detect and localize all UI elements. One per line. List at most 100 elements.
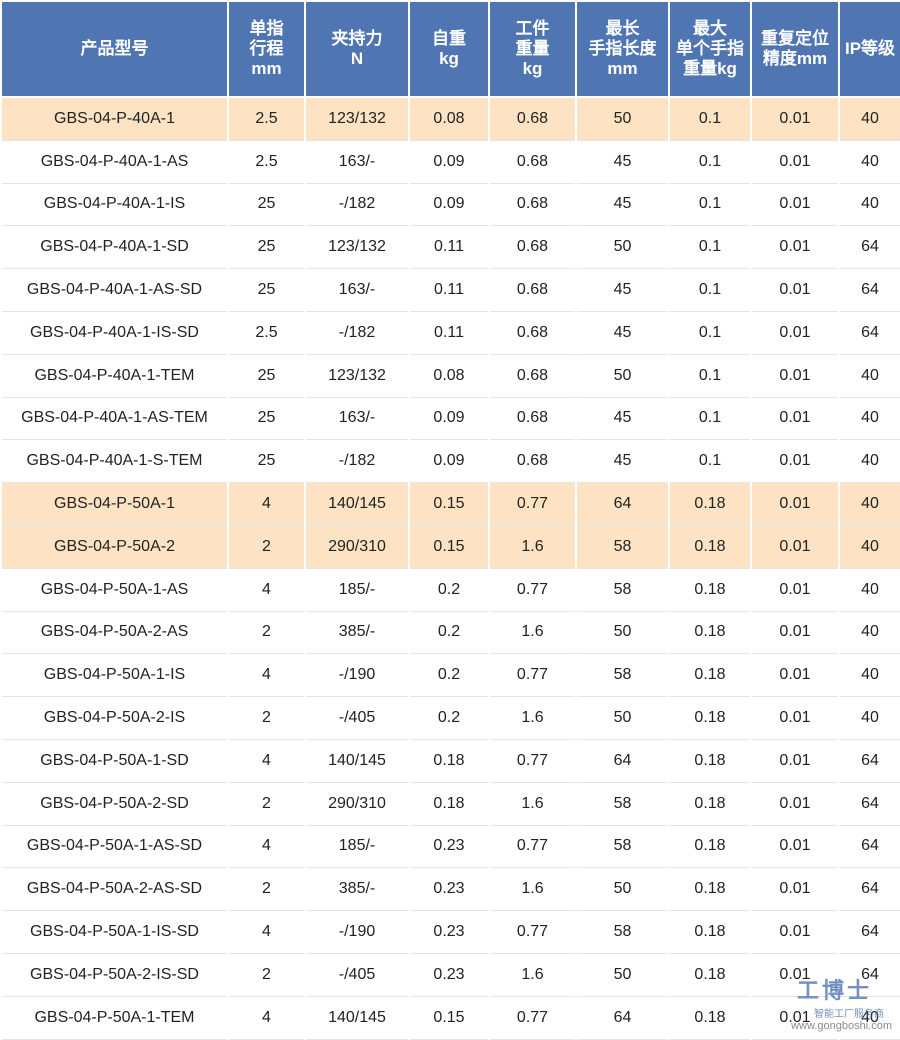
table-cell: 0.18 [668,653,752,698]
table-cell: GBS-04-P-50A-1 [0,482,229,526]
table-row: GBS-04-P-50A-2-SD 2 290/310 0.18 1.6 58 0.18 0.… [0,781,900,826]
table-cell: 185/- [304,824,410,869]
header-line: 行程 [249,39,284,58]
table-cell: 0.18 [668,738,752,783]
table-cell: 0.09 [408,139,490,184]
table-row: GBS-04-P-50A-2-IS 2 -/405 0.2 1.6 50 0.18 0.01 4… [0,696,900,740]
table-cell: 2 [227,781,306,826]
table-cell: 0.68 [488,396,577,441]
table-cell: 0.01 [750,353,840,398]
table-cell: 40 [838,396,900,441]
table-cell: 0.2 [408,567,490,612]
table-cell: 0.11 [408,310,490,355]
table-cell: 45 [575,182,670,227]
table-cell: 58 [575,824,670,869]
table-cell: 0.01 [750,824,840,869]
table-row: GBS-04-P-40A-1 2.5 123/132 0.08 0.68 50 0.1 0.0… [0,96,900,141]
table-cell: 0.18 [668,610,752,655]
table-cell: 0.01 [750,653,840,698]
table-cell: 0.68 [488,310,577,355]
table-row: GBS-04-P-50A-2 2 290/310 0.15 1.6 58 0.18 0.01 4… [0,524,900,569]
table-cell: 0.01 [750,524,840,569]
table-cell: 0.23 [408,824,490,869]
table-cell: 64 [838,310,900,355]
table-cell: 1.6 [488,952,577,997]
header-cell: 单指 行程 mm [227,0,306,98]
header-row: 产品型号 单指 行程 mm 夹持力 N 自重 kg 工件 重量 kg 最长 手指长度 mm 最大 单个手指 重量… [0,0,900,98]
table-cell: 0.15 [408,524,490,569]
table-cell: -/182 [304,182,410,227]
table-cell: 50 [575,610,670,655]
table-cell: 0.11 [408,268,490,312]
table-cell: 2 [227,696,306,740]
table-cell: 1.6 [488,610,577,655]
table-cell: 0.11 [408,225,490,270]
table-cell: 50 [575,696,670,740]
table-cell: 0.1 [668,439,752,484]
table-cell: 0.68 [488,182,577,227]
table-cell: 1.6 [488,524,577,569]
table-cell: 163/- [304,268,410,312]
table-cell: 0.08 [408,96,490,141]
header-line: 工件 [515,19,550,38]
table-cell: 0.77 [488,482,577,526]
table-cell: 0.01 [750,310,840,355]
table-cell: 45 [575,439,670,484]
table-cell: 0.1 [668,396,752,441]
table-row: GBS-04-P-50A-1-AS 4 185/- 0.2 0.77 58 0.18 0.01… [0,567,900,612]
table-row: GBS-04-P-50A-2-AS 2 385/- 0.2 1.6 50 0.18 0.01 4… [0,610,900,655]
table-cell: 40 [838,353,900,398]
header-line: 夹持力 [331,29,383,48]
table-cell: 0.18 [668,824,752,869]
header-line: kg [439,49,459,68]
table-cell: 0.01 [750,738,840,783]
table-cell: 64 [575,482,670,526]
header-line: 最长 [605,19,640,38]
table-cell: 1.6 [488,781,577,826]
table-cell: 40 [838,696,900,740]
table-cell: 64 [838,268,900,312]
table-cell: -/190 [304,653,410,698]
table-cell: 0.01 [750,482,840,526]
table-cell: 140/145 [304,482,410,526]
table-cell: 64 [575,995,670,1040]
table-row: GBS-04-P-50A-1 4 140/145 0.15 0.77 64 0.18 0.01… [0,482,900,526]
table-cell: 0.18 [408,781,490,826]
table-cell: GBS-04-P-40A-1-AS [0,139,229,184]
table-cell: 0.01 [750,439,840,484]
table-cell: GBS-04-P-40A-1-TEM [0,353,229,398]
table-cell: 25 [227,182,306,227]
table-cell: 45 [575,139,670,184]
table-cell: 2 [227,610,306,655]
table-cell: -/405 [304,952,410,997]
table-cell: 50 [575,867,670,912]
header-line: 手指长度 [588,39,657,58]
table-row: GBS-04-P-40A-1-TEM 25 123/132 0.08 0.68 50 0.1… [0,353,900,398]
table-cell: 58 [575,653,670,698]
table-cell: 40 [838,439,900,484]
header-line: 自重 [432,29,466,48]
header-cell: 产品型号 [0,0,229,98]
table-cell: 2.5 [227,96,306,141]
table-cell: GBS-04-P-40A-1-IS-SD [0,310,229,355]
table-cell: 64 [838,910,900,954]
table-cell: 0.1 [668,182,752,227]
header-line: kg [522,59,543,78]
table-cell: 0.77 [488,653,577,698]
table-cell: 0.1 [668,225,752,270]
table-row: GBS-04-P-50A-1-TEM 4 140/145 0.15 0.77 64 0.18… [0,995,900,1040]
table-cell: 50 [575,96,670,141]
table-cell: 40 [838,995,900,1040]
table-cell: 40 [838,567,900,612]
table-cell: 0.01 [750,867,840,912]
table-cell: GBS-04-P-40A-1-S-TEM [0,439,229,484]
table-cell: 0.18 [668,482,752,526]
table-cell: 385/- [304,867,410,912]
table-cell: GBS-04-P-50A-2-SD [0,781,229,826]
table-cell: 0.77 [488,824,577,869]
table-cell: GBS-04-P-50A-1-IS-SD [0,910,229,954]
table-cell: 185/- [304,567,410,612]
table-cell: GBS-04-P-40A-1-IS [0,182,229,227]
header-cell: 最大 单个手指 重量kg [668,0,752,98]
